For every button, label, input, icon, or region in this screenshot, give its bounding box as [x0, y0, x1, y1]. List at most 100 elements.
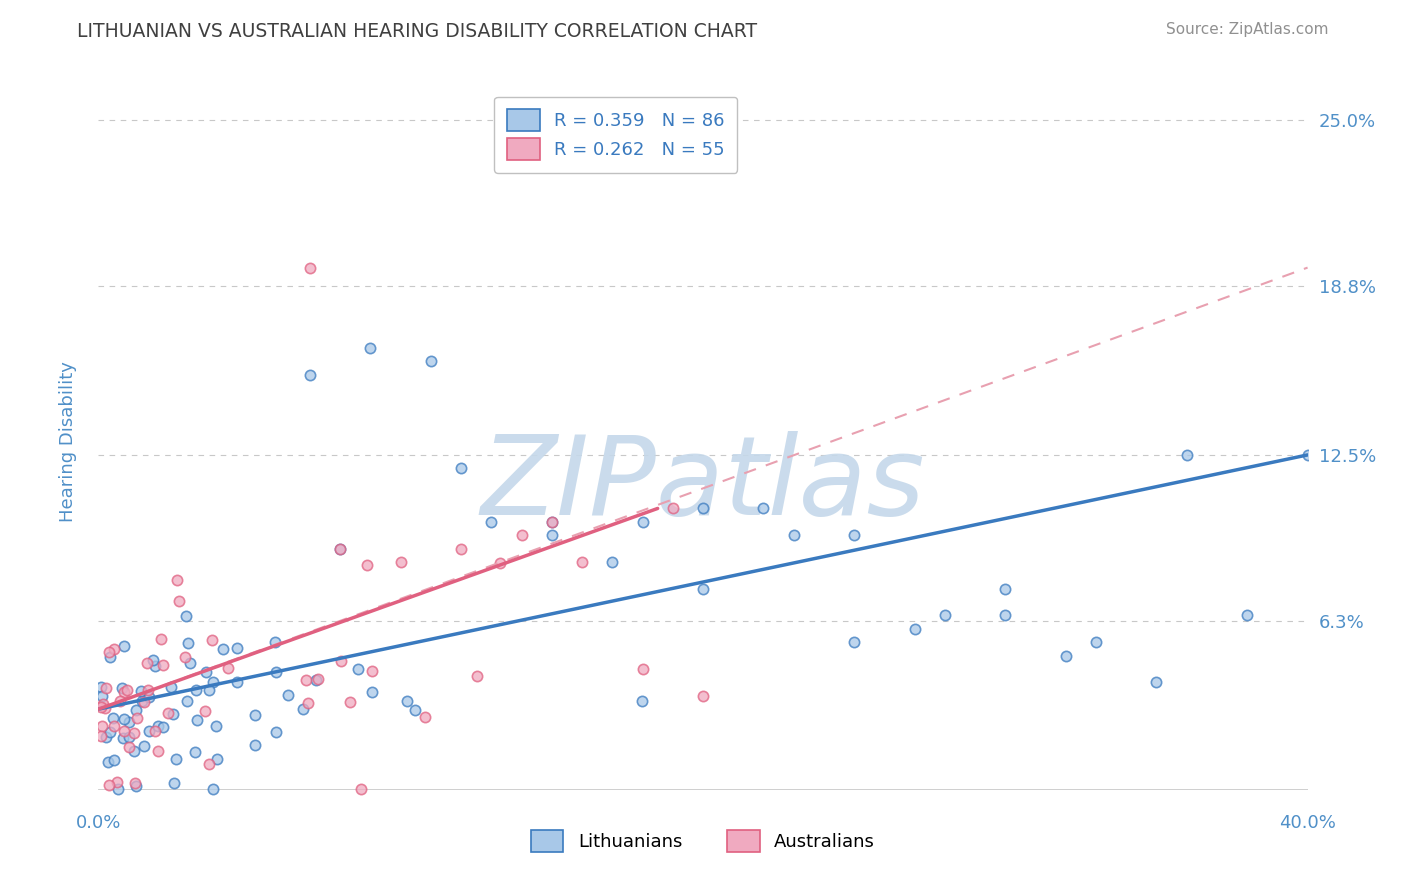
- Lithuanians: [225, 640, 247, 655]
- Australians: [108, 694, 131, 708]
- Lithuanians: [752, 501, 775, 516]
- Lithuanians: [396, 694, 419, 708]
- Australians: [103, 719, 125, 733]
- Lithuanians: [631, 515, 654, 529]
- Y-axis label: Hearing Disability: Hearing Disability: [59, 361, 77, 522]
- Australians: [571, 555, 593, 569]
- Lithuanians: [277, 688, 299, 702]
- Australians: [117, 740, 139, 755]
- Lithuanians: [176, 609, 198, 624]
- Lithuanians: [1085, 635, 1108, 649]
- Lithuanians: [243, 739, 266, 753]
- Australians: [167, 594, 190, 608]
- Lithuanians: [98, 724, 121, 739]
- Lithuanians: [360, 341, 382, 355]
- Australians: [194, 704, 217, 718]
- Australians: [91, 698, 114, 712]
- Lithuanians: [299, 368, 322, 382]
- Lithuanians: [346, 662, 368, 676]
- Australians: [488, 556, 510, 570]
- Lithuanians: [631, 694, 654, 708]
- Lithuanians: [1054, 648, 1077, 663]
- Australians: [122, 725, 145, 739]
- Lithuanians: [143, 659, 166, 673]
- Australians: [143, 723, 166, 738]
- Lithuanians: [186, 714, 208, 728]
- Lithuanians: [184, 682, 207, 697]
- Australians: [132, 695, 155, 709]
- Australians: [107, 774, 129, 789]
- Lithuanians: [179, 656, 201, 670]
- Lithuanians: [1296, 448, 1319, 462]
- Australians: [157, 706, 180, 721]
- Lithuanians: [103, 710, 125, 724]
- Lithuanians: [142, 653, 165, 667]
- Text: ZIPatlas: ZIPatlas: [481, 432, 925, 539]
- Australians: [295, 673, 318, 688]
- Australians: [339, 695, 361, 709]
- Lithuanians: [361, 685, 384, 699]
- Lithuanians: [134, 739, 156, 753]
- Lithuanians: [783, 528, 806, 542]
- Lithuanians: [98, 650, 121, 665]
- Australians: [692, 689, 714, 703]
- Australians: [90, 719, 112, 733]
- Lithuanians: [481, 515, 503, 529]
- Lithuanians: [184, 745, 207, 759]
- Lithuanians: [125, 780, 148, 794]
- Lithuanians: [904, 622, 927, 636]
- Australians: [149, 632, 172, 646]
- Australians: [96, 681, 118, 695]
- Australians: [125, 711, 148, 725]
- Lithuanians: [148, 719, 170, 733]
- Lithuanians: [165, 752, 187, 766]
- Lithuanians: [90, 680, 112, 694]
- Australians: [631, 662, 654, 676]
- Lithuanians: [90, 689, 112, 703]
- Lithuanians: [540, 528, 562, 542]
- Lithuanians: [112, 712, 135, 726]
- Australians: [450, 541, 472, 556]
- Australians: [307, 672, 329, 686]
- Lithuanians: [245, 707, 267, 722]
- Lithuanians: [96, 731, 118, 745]
- Australians: [97, 778, 120, 792]
- Australians: [93, 701, 115, 715]
- Australians: [135, 657, 157, 671]
- Lithuanians: [602, 555, 624, 569]
- Lithuanians: [1144, 675, 1167, 690]
- Australians: [198, 757, 221, 772]
- Lithuanians: [540, 515, 562, 529]
- Lithuanians: [129, 684, 152, 698]
- Lithuanians: [404, 703, 426, 717]
- Lithuanians: [195, 665, 218, 680]
- Australians: [136, 682, 159, 697]
- Lithuanians: [138, 690, 160, 705]
- Lithuanians: [844, 528, 866, 542]
- Australians: [299, 260, 322, 275]
- Lithuanians: [111, 681, 134, 696]
- Lithuanians: [125, 703, 148, 717]
- Australians: [361, 664, 384, 678]
- Lithuanians: [1236, 608, 1258, 623]
- Australians: [166, 573, 188, 587]
- Australians: [415, 710, 437, 724]
- Australians: [152, 658, 174, 673]
- Text: Source: ZipAtlas.com: Source: ZipAtlas.com: [1166, 22, 1329, 37]
- Lithuanians: [107, 782, 129, 797]
- Lithuanians: [264, 634, 287, 648]
- Lithuanians: [112, 639, 135, 653]
- Lithuanians: [205, 719, 228, 733]
- Lithuanians: [1175, 448, 1198, 462]
- Lithuanians: [692, 582, 714, 596]
- Australians: [465, 669, 488, 683]
- Lithuanians: [198, 682, 221, 697]
- Australians: [201, 633, 224, 648]
- Lithuanians: [152, 720, 174, 734]
- Lithuanians: [264, 724, 287, 739]
- Legend: Lithuanians, Australians: Lithuanians, Australians: [523, 822, 883, 859]
- Lithuanians: [994, 582, 1017, 596]
- Text: LITHUANIAN VS AUSTRALIAN HEARING DISABILITY CORRELATION CHART: LITHUANIAN VS AUSTRALIAN HEARING DISABIL…: [77, 22, 758, 41]
- Lithuanians: [122, 744, 145, 758]
- Australians: [217, 661, 239, 675]
